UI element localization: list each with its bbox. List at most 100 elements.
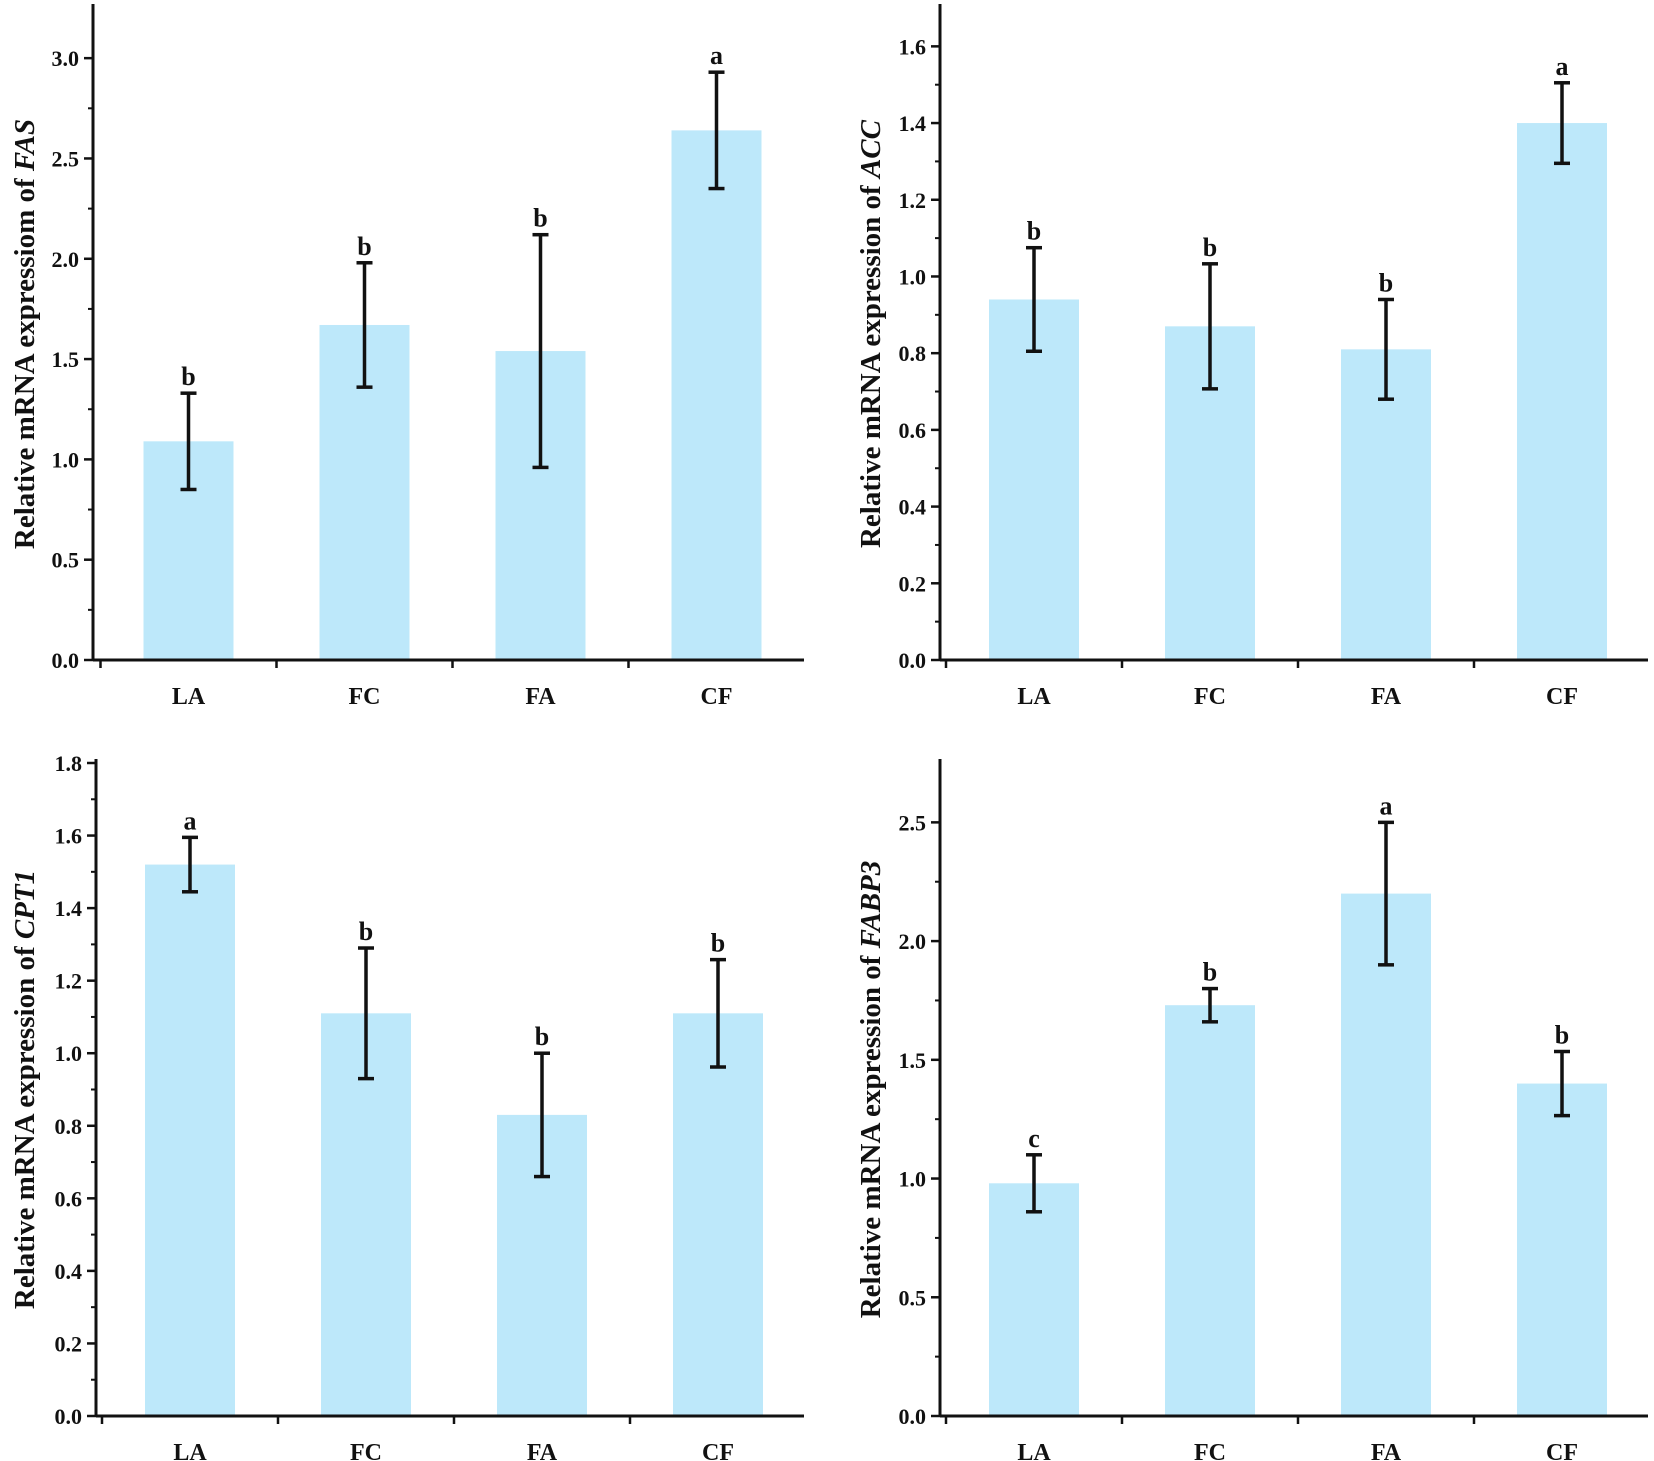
y-axis-label-text: Relative mRNA expression of: [855, 948, 887, 1318]
significance-label: b: [357, 232, 371, 261]
error-bar-la: [1026, 245, 1042, 354]
x-tick-label: FC: [1194, 1440, 1226, 1461]
bar-cf: [671, 130, 762, 661]
y-tick-label: 0.8: [899, 341, 927, 366]
significance-label: b: [181, 362, 195, 391]
x-tick-label: CF: [1546, 1440, 1578, 1461]
significance-label: b: [1203, 233, 1217, 262]
x-tick-label: FA: [1371, 684, 1402, 710]
significance-label: b: [535, 1022, 549, 1051]
y-axis-label: Relative mRNA expression of FABP3: [855, 861, 887, 1319]
y-tick-label: 0.2: [55, 1331, 83, 1356]
chart-panel-fas: b LA b FC b FA a CF 0.0 0.5 1.0 1.5 2.0 2.5 3.0 Relativ…: [9, 4, 804, 710]
y-tick-label: 1.4: [55, 896, 83, 921]
x-tick-label: FA: [525, 684, 556, 710]
y-tick-label: 1.4: [899, 111, 927, 136]
y-axis-label: Relative mRNA expression of CPT1: [9, 870, 41, 1309]
y-tick-label: 1.0: [55, 1041, 83, 1066]
error-bar-cf: [1554, 81, 1570, 166]
y-tick-label: 0.6: [55, 1186, 83, 1211]
bar-cf: [1517, 123, 1607, 660]
y-tick-label: 2.5: [899, 810, 927, 835]
chart-panel-fabp3: c LA b FC a FA b CF 0.0 0.5 1.0 1.5 2.0 2.5 Relative m…: [855, 759, 1648, 1461]
y-tick-label: 2.0: [899, 929, 927, 954]
y-tick-label: 3.0: [52, 46, 80, 71]
bar-cf: [673, 1013, 763, 1416]
y-tick-label: 0.4: [55, 1259, 83, 1284]
y-axis-label-text: Relative mRNA expressiom of: [9, 171, 41, 549]
x-tick-label: CF: [702, 1440, 734, 1461]
error-bar-la: [182, 835, 198, 894]
y-tick-label: 0.5: [899, 1285, 927, 1310]
y-axis-label: Relative mRNA expressiom of FAS: [9, 119, 41, 549]
bar-fa: [1341, 893, 1431, 1416]
y-axis-label-gene: ACC: [855, 119, 887, 180]
y-tick-label: 1.0: [899, 1167, 927, 1192]
error-bar-fa: [534, 1051, 550, 1179]
y-tick-label: 0.2: [899, 571, 927, 596]
y-tick-label: 1.2: [55, 969, 83, 994]
significance-label: b: [1203, 958, 1217, 987]
y-tick-label: 2.5: [52, 146, 80, 171]
y-tick-label: 0.6: [899, 418, 927, 443]
significance-label: b: [1027, 217, 1041, 246]
bar-fc: [1165, 1005, 1255, 1416]
y-tick-label: 1.0: [899, 264, 927, 289]
bar-la: [145, 864, 235, 1416]
error-bar-fa: [1378, 820, 1394, 967]
y-tick-label: 0.0: [55, 1404, 83, 1429]
error-bar-fa: [532, 232, 549, 470]
x-tick-label: FA: [527, 1440, 558, 1461]
y-tick-label: 0.8: [55, 1114, 83, 1139]
y-tick-label: 1.6: [55, 824, 83, 849]
error-bar-fc: [356, 261, 373, 389]
chart-panel-cpt1: a LA b FC b FA b CF 0.0 0.2 0.4 0.6 0.8 1.0 1.2 1.4 1.6 1…: [9, 751, 804, 1461]
significance-label: b: [533, 204, 547, 233]
error-bar-cf: [708, 70, 725, 191]
x-tick-label: FC: [349, 684, 381, 710]
error-bar-cf: [1554, 1049, 1570, 1118]
y-tick-label: 1.0: [52, 447, 80, 472]
x-tick-label: CF: [701, 684, 733, 710]
bar-fa: [1341, 349, 1431, 660]
significance-label: a: [1380, 791, 1393, 820]
y-axis-label: Relative mRNA expression of ACC: [855, 119, 887, 548]
y-tick-label: 1.8: [55, 751, 83, 776]
significance-label: a: [710, 41, 723, 70]
error-bar-fa: [1378, 297, 1394, 401]
bar-la: [989, 299, 1079, 660]
y-tick-label: 0.0: [899, 648, 927, 673]
x-tick-label: FC: [350, 1440, 382, 1461]
y-tick-label: 1.5: [899, 1048, 927, 1073]
x-tick-label: LA: [1017, 1440, 1051, 1461]
significance-label: b: [1555, 1021, 1569, 1050]
significance-label: a: [1556, 52, 1569, 81]
significance-label: b: [711, 929, 725, 958]
y-tick-label: 0.0: [52, 648, 80, 673]
significance-label: b: [1379, 268, 1393, 297]
x-tick-label: FC: [1194, 684, 1226, 710]
y-tick-label: 1.6: [899, 34, 927, 59]
x-tick-label: LA: [173, 1440, 207, 1461]
y-axis-label-gene: CPT1: [9, 870, 41, 939]
bar-la: [989, 1183, 1079, 1416]
error-bar-fc: [358, 946, 374, 1081]
significance-label: c: [1028, 1124, 1040, 1153]
y-tick-label: 0.4: [899, 495, 927, 520]
y-tick-label: 1.2: [899, 188, 927, 213]
y-tick-label: 1.5: [52, 347, 80, 372]
significance-label: a: [184, 806, 197, 835]
error-bar-la: [1026, 1153, 1042, 1214]
x-tick-label: LA: [1017, 684, 1051, 710]
x-tick-label: FA: [1371, 1440, 1402, 1461]
y-tick-label: 0.0: [899, 1404, 927, 1429]
y-axis-label-text: Relative mRNA expression of: [9, 939, 41, 1309]
error-bar-cf: [710, 957, 726, 1069]
y-axis-label-gene: FAS: [9, 119, 41, 172]
error-bar-fc: [1202, 262, 1218, 391]
y-axis-label-gene: FABP3: [855, 861, 887, 950]
y-tick-label: 2.0: [52, 247, 80, 272]
x-tick-label: LA: [172, 684, 206, 710]
significance-label: b: [359, 917, 373, 946]
